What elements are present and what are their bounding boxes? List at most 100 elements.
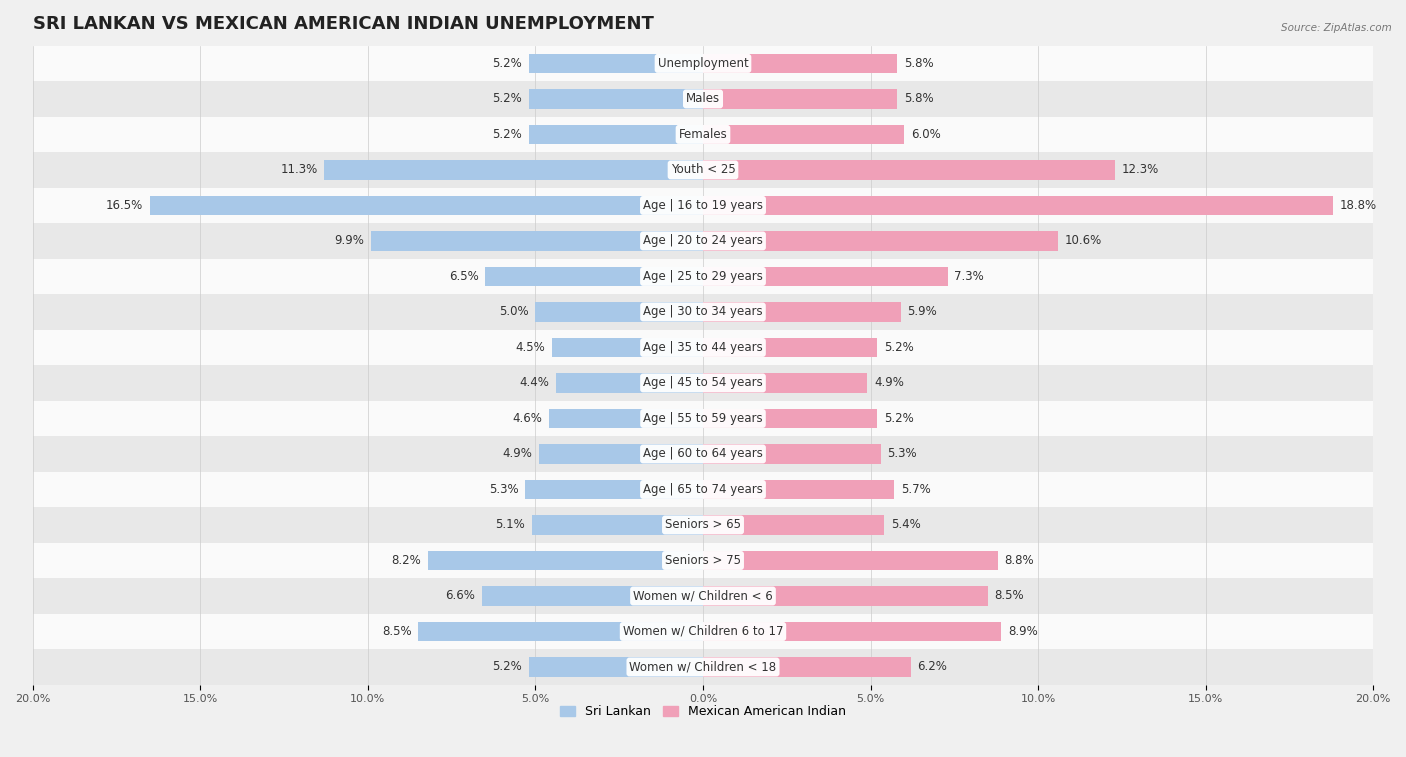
- Bar: [32, 188, 1374, 223]
- Text: Women w/ Children < 6: Women w/ Children < 6: [633, 590, 773, 603]
- Bar: [703, 302, 901, 322]
- Bar: [482, 586, 703, 606]
- Text: 5.3%: 5.3%: [489, 483, 519, 496]
- Text: Youth < 25: Youth < 25: [671, 164, 735, 176]
- Bar: [529, 54, 703, 73]
- Text: 5.2%: 5.2%: [884, 341, 914, 354]
- Text: 6.2%: 6.2%: [918, 661, 948, 674]
- Text: Seniors > 75: Seniors > 75: [665, 554, 741, 567]
- Text: 4.9%: 4.9%: [502, 447, 531, 460]
- Bar: [703, 231, 1059, 251]
- Text: 5.8%: 5.8%: [904, 57, 934, 70]
- Text: 5.7%: 5.7%: [901, 483, 931, 496]
- Bar: [703, 586, 988, 606]
- Bar: [555, 373, 703, 393]
- Bar: [32, 507, 1374, 543]
- Bar: [703, 550, 998, 570]
- Bar: [526, 480, 703, 499]
- Text: 4.5%: 4.5%: [516, 341, 546, 354]
- Bar: [32, 365, 1374, 400]
- Bar: [32, 152, 1374, 188]
- Bar: [32, 614, 1374, 650]
- Text: Age | 35 to 44 years: Age | 35 to 44 years: [643, 341, 763, 354]
- Bar: [150, 195, 703, 215]
- Bar: [703, 266, 948, 286]
- Bar: [529, 657, 703, 677]
- Text: 8.8%: 8.8%: [1005, 554, 1035, 567]
- Bar: [32, 117, 1374, 152]
- Text: Women w/ Children 6 to 17: Women w/ Children 6 to 17: [623, 625, 783, 638]
- Text: Age | 20 to 24 years: Age | 20 to 24 years: [643, 235, 763, 248]
- Bar: [32, 45, 1374, 81]
- Bar: [429, 550, 703, 570]
- Bar: [32, 578, 1374, 614]
- Text: 5.2%: 5.2%: [492, 92, 522, 105]
- Bar: [703, 89, 897, 109]
- Bar: [32, 259, 1374, 294]
- Text: Age | 16 to 19 years: Age | 16 to 19 years: [643, 199, 763, 212]
- Text: 5.2%: 5.2%: [884, 412, 914, 425]
- Bar: [703, 444, 880, 464]
- Text: 7.3%: 7.3%: [955, 270, 984, 283]
- Text: 5.3%: 5.3%: [887, 447, 917, 460]
- Text: 5.0%: 5.0%: [499, 305, 529, 319]
- Bar: [703, 373, 868, 393]
- Bar: [529, 125, 703, 144]
- Text: 11.3%: 11.3%: [280, 164, 318, 176]
- Text: 8.9%: 8.9%: [1008, 625, 1038, 638]
- Bar: [703, 409, 877, 428]
- Bar: [703, 657, 911, 677]
- Text: Age | 25 to 29 years: Age | 25 to 29 years: [643, 270, 763, 283]
- Text: 5.2%: 5.2%: [492, 661, 522, 674]
- Text: 5.9%: 5.9%: [907, 305, 938, 319]
- Text: 16.5%: 16.5%: [105, 199, 143, 212]
- Text: 5.2%: 5.2%: [492, 57, 522, 70]
- Text: 5.2%: 5.2%: [492, 128, 522, 141]
- Text: SRI LANKAN VS MEXICAN AMERICAN INDIAN UNEMPLOYMENT: SRI LANKAN VS MEXICAN AMERICAN INDIAN UN…: [32, 15, 654, 33]
- Bar: [703, 125, 904, 144]
- Bar: [529, 89, 703, 109]
- Text: 9.9%: 9.9%: [335, 235, 364, 248]
- Bar: [32, 294, 1374, 330]
- Text: Women w/ Children < 18: Women w/ Children < 18: [630, 661, 776, 674]
- Text: Source: ZipAtlas.com: Source: ZipAtlas.com: [1281, 23, 1392, 33]
- Bar: [536, 302, 703, 322]
- Text: 10.6%: 10.6%: [1064, 235, 1102, 248]
- Bar: [703, 516, 884, 534]
- Bar: [703, 338, 877, 357]
- Bar: [32, 223, 1374, 259]
- Text: Age | 45 to 54 years: Age | 45 to 54 years: [643, 376, 763, 389]
- Text: Seniors > 65: Seniors > 65: [665, 519, 741, 531]
- Text: 5.4%: 5.4%: [890, 519, 921, 531]
- Bar: [531, 516, 703, 534]
- Bar: [32, 436, 1374, 472]
- Bar: [485, 266, 703, 286]
- Bar: [32, 472, 1374, 507]
- Text: Females: Females: [679, 128, 727, 141]
- Bar: [32, 400, 1374, 436]
- Bar: [32, 543, 1374, 578]
- Bar: [548, 409, 703, 428]
- Text: 4.6%: 4.6%: [512, 412, 543, 425]
- Bar: [703, 480, 894, 499]
- Bar: [703, 621, 1001, 641]
- Text: 6.0%: 6.0%: [911, 128, 941, 141]
- Text: 18.8%: 18.8%: [1340, 199, 1376, 212]
- Bar: [703, 160, 1115, 179]
- Bar: [418, 621, 703, 641]
- Text: Age | 60 to 64 years: Age | 60 to 64 years: [643, 447, 763, 460]
- Bar: [32, 81, 1374, 117]
- Text: 8.2%: 8.2%: [392, 554, 422, 567]
- Text: 5.1%: 5.1%: [496, 519, 526, 531]
- Text: 8.5%: 8.5%: [994, 590, 1024, 603]
- Bar: [703, 54, 897, 73]
- Bar: [325, 160, 703, 179]
- Text: Age | 65 to 74 years: Age | 65 to 74 years: [643, 483, 763, 496]
- Bar: [553, 338, 703, 357]
- Legend: Sri Lankan, Mexican American Indian: Sri Lankan, Mexican American Indian: [555, 700, 851, 723]
- Text: 6.6%: 6.6%: [446, 590, 475, 603]
- Bar: [32, 650, 1374, 685]
- Text: 4.4%: 4.4%: [519, 376, 548, 389]
- Bar: [371, 231, 703, 251]
- Text: Age | 55 to 59 years: Age | 55 to 59 years: [643, 412, 763, 425]
